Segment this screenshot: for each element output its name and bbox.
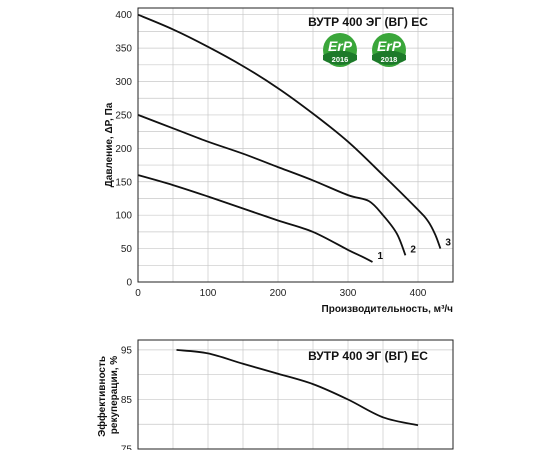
svg-text:ErP: ErP <box>328 38 353 54</box>
pressure-y-axis-title: Давление, ΔP, Па <box>104 102 115 187</box>
erp-2018-badge: ErP 2018 <box>372 33 406 67</box>
efficiency-chart-title: ВУТР 400 ЭГ (ВГ) ЕС <box>308 349 428 363</box>
curve-label-2: 2 <box>410 244 416 255</box>
pressure-curve-2 <box>137 114 407 256</box>
pressure-y-tick-label: 350 <box>115 44 132 55</box>
pressure-chart-curve-labels: 1 2 3 <box>378 238 452 262</box>
efficiency-curve <box>176 349 419 427</box>
pressure-y-tick-label: 100 <box>115 211 132 222</box>
efficiency-chart-frame <box>137 339 454 450</box>
pressure-y-tick-label: 250 <box>115 110 132 121</box>
efficiency-chart-tick-labels: 75 85 95 <box>121 345 133 450</box>
erp-2016-badge: ErP 2016 <box>323 33 357 67</box>
efficiency-chart-grid <box>138 340 453 449</box>
pressure-y-tick-label: 300 <box>115 77 132 88</box>
pressure-chart-curves <box>137 13 442 263</box>
pressure-chart-title: ВУТР 400 ЭГ (ВГ) ЕС <box>308 15 428 29</box>
pressure-y-tick-label: 200 <box>115 144 132 155</box>
pressure-curve-3 <box>137 13 442 249</box>
pressure-y-tick-label: 400 <box>115 10 132 21</box>
x-axis-title: Производительность, м³/ч <box>322 304 454 315</box>
pressure-x-tick-label: 200 <box>270 288 287 299</box>
pressure-y-tick-label: 50 <box>121 244 133 255</box>
efficiency-y-axis-title: Эффективность рекуперации, % <box>96 353 120 437</box>
svg-text:ErP: ErP <box>377 38 402 54</box>
efficiency-y-tick-label: 75 <box>121 445 133 450</box>
svg-text:2018: 2018 <box>381 55 398 64</box>
pressure-chart-frame <box>137 7 454 283</box>
efficiency-y-axis-title-line1: Эффективность <box>96 356 108 437</box>
pressure-x-tick-label: 400 <box>410 288 427 299</box>
efficiency-chart-curves <box>176 349 419 427</box>
efficiency-y-axis-title-line2: рекуперации, % <box>109 356 120 435</box>
pressure-y-tick-label: 0 <box>126 278 132 289</box>
pressure-x-tick-label: 300 <box>340 288 357 299</box>
pressure-chart-tick-labels: 0 100 200 300 400 0 50 100 150 200 250 300 350 400 <box>115 10 426 299</box>
curve-label-3: 3 <box>445 238 451 249</box>
pressure-x-tick-label: 100 <box>200 288 217 299</box>
pressure-curve-1 <box>137 174 373 263</box>
svg-text:2016: 2016 <box>332 55 349 64</box>
efficiency-y-tick-label: 95 <box>121 345 133 356</box>
curve-label-1: 1 <box>378 251 384 262</box>
pressure-x-tick-label: 0 <box>135 288 141 299</box>
efficiency-y-tick-label: 85 <box>121 395 133 406</box>
pressure-y-tick-label: 150 <box>115 177 132 188</box>
